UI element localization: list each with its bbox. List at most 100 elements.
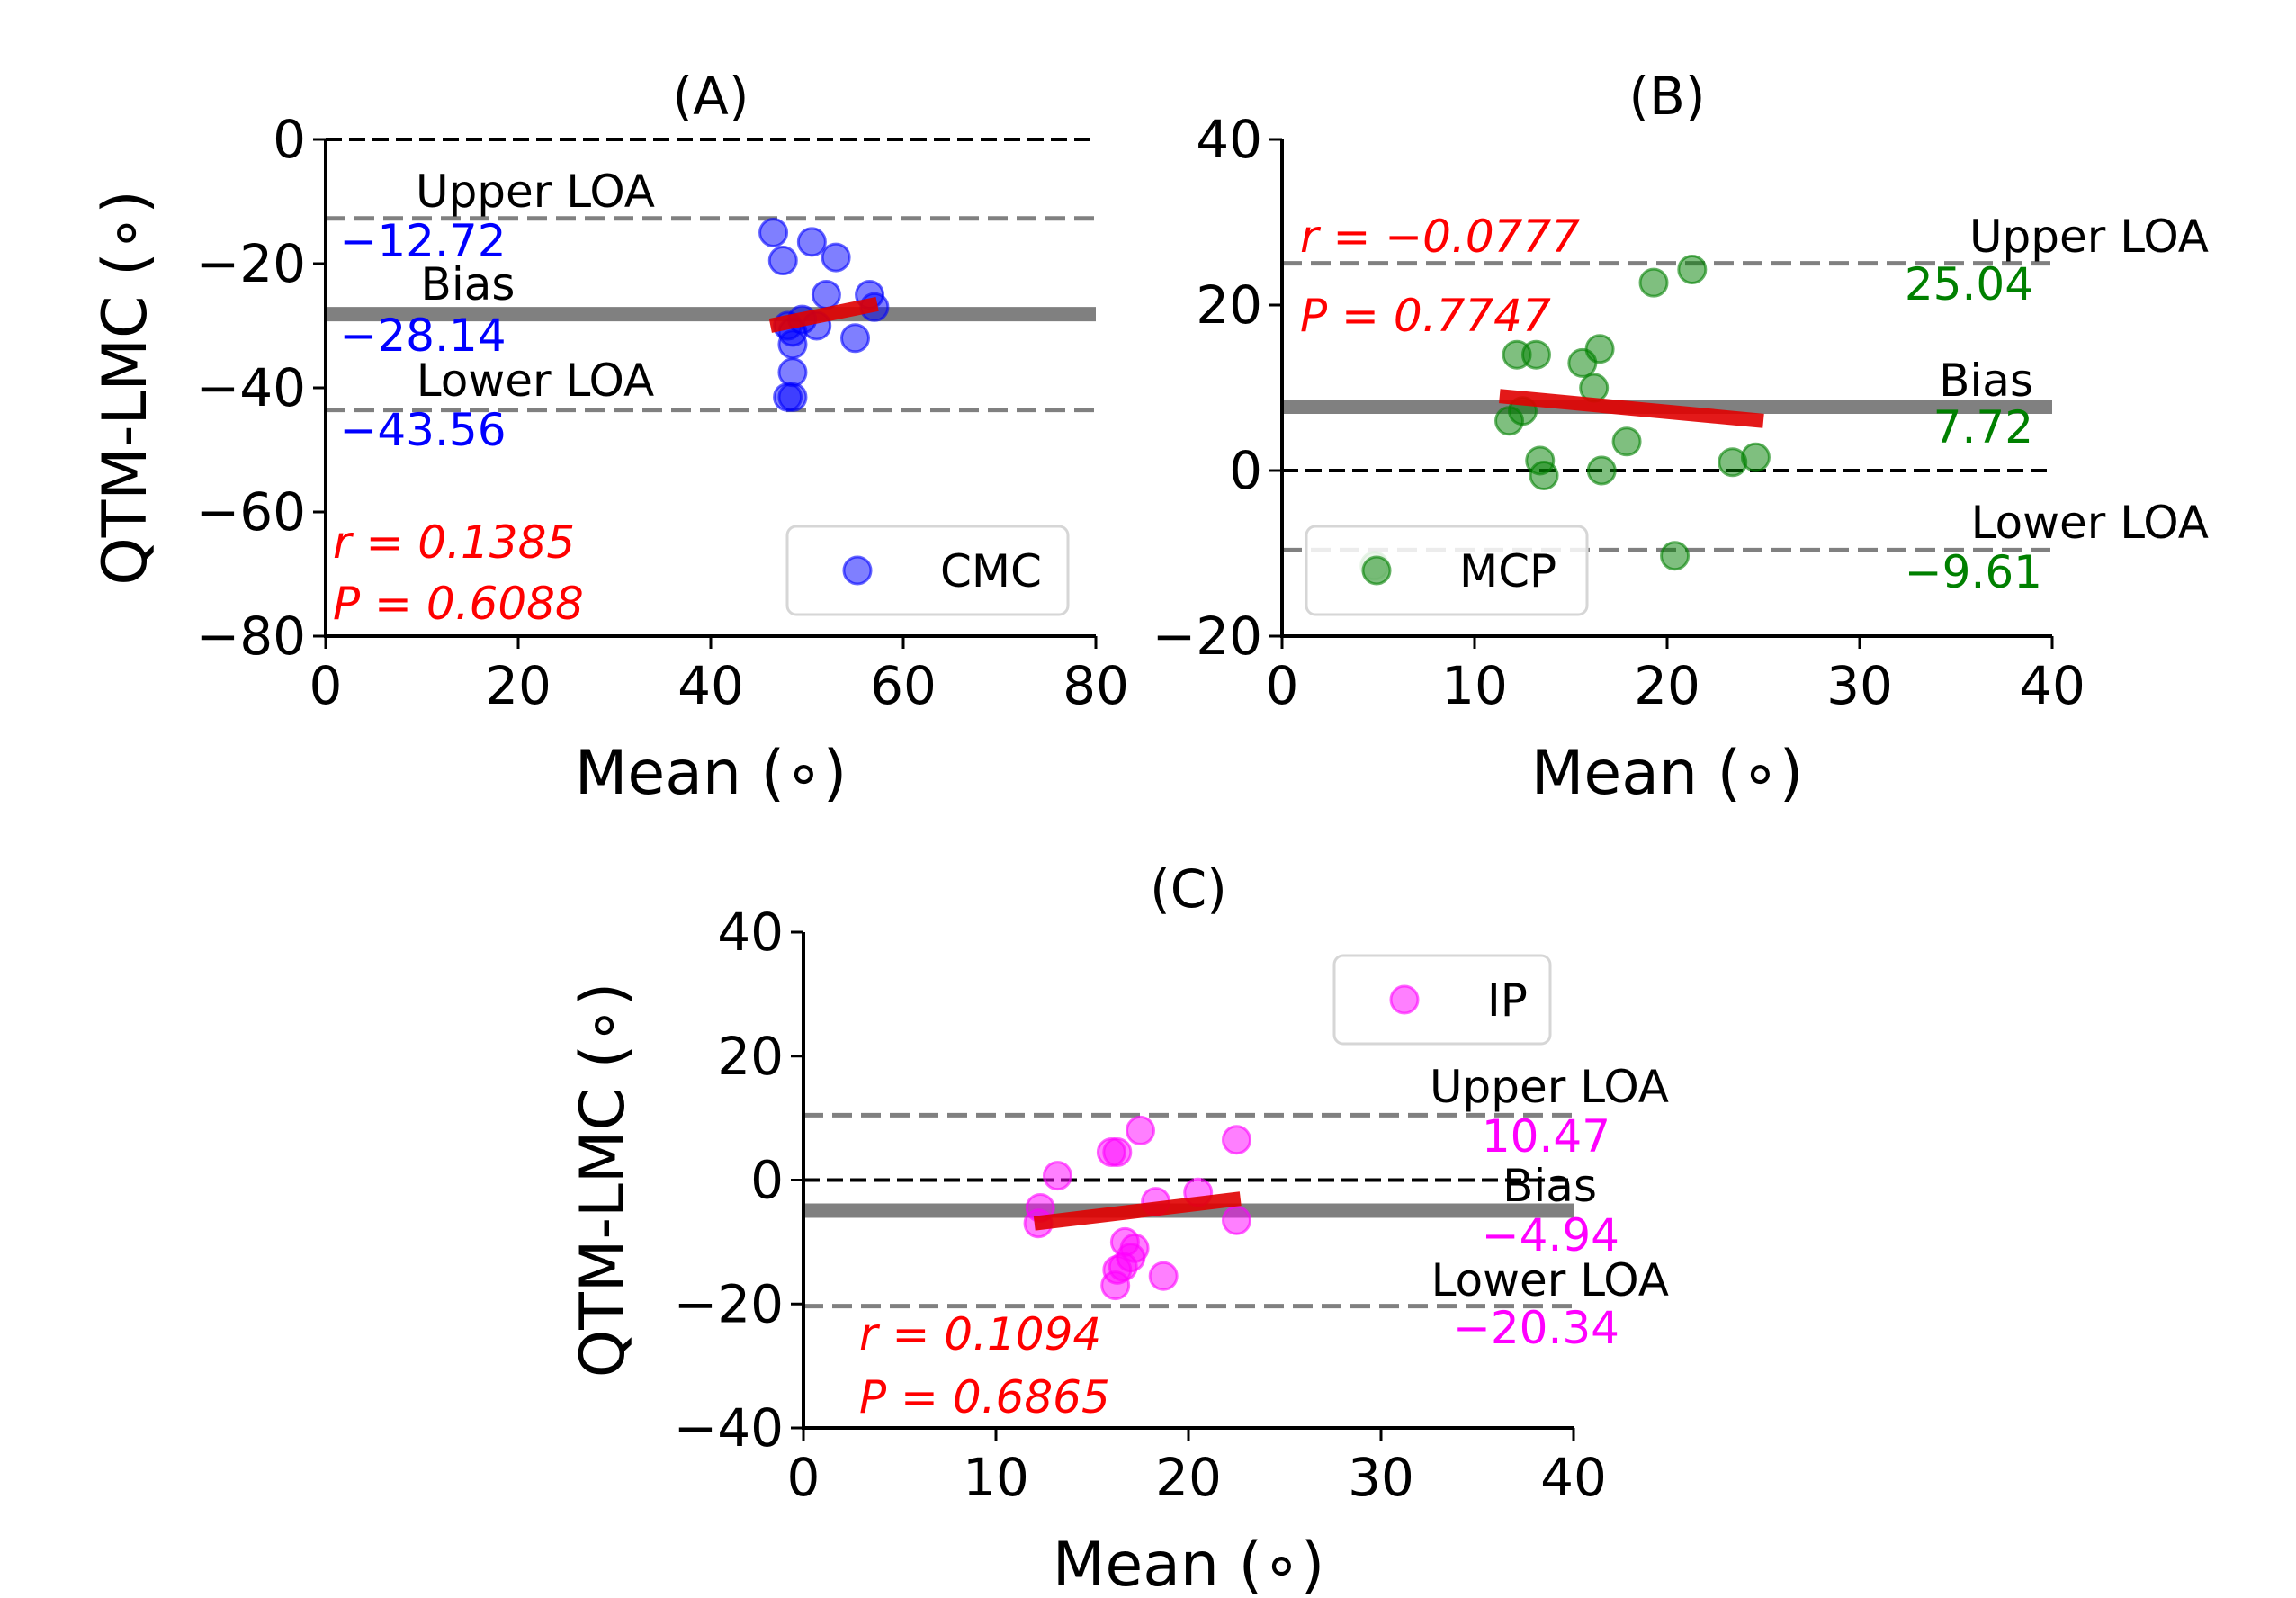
panel-c-x-tick-label: 0	[787, 1447, 821, 1508]
panel-b-point	[1638, 267, 1669, 298]
panel-c-point	[1222, 1205, 1251, 1235]
panel-a-point	[777, 357, 808, 388]
panel-b-p-stat: P = 0.7747	[1300, 290, 1551, 342]
panel-b-upper-label: Upper LOA	[1969, 211, 2209, 263]
panel-c-legend-box	[1332, 954, 1552, 1046]
panel-b-bias-label: Bias	[1939, 355, 2033, 407]
panel-c-legend-label: IP	[1487, 974, 1528, 1027]
panel-a-y-tick-label: −40	[196, 357, 306, 418]
panel-b-fit-line	[1499, 389, 1764, 428]
panel-c-fit-line	[1033, 1191, 1242, 1231]
panel-b-point	[1677, 254, 1708, 284]
panel-c-x-tick-label: 10	[963, 1447, 1029, 1508]
panel-c-r-stat: r = 0.1094	[859, 1308, 1101, 1360]
panel-a-point	[777, 329, 808, 360]
panel-c-point	[1126, 1115, 1155, 1145]
panel-c-title: (C)	[1150, 858, 1227, 920]
panel-b-y-tick-label: 40	[1196, 109, 1262, 170]
panel-c-upper-label: Upper LOA	[1430, 1061, 1669, 1113]
panel-c-legend-marker	[1389, 984, 1420, 1015]
panel-c-y-tick-label: 0	[750, 1150, 784, 1211]
panel-b-point	[1584, 334, 1615, 364]
panel-b-point	[1529, 461, 1559, 491]
panel-b-legend-marker	[1361, 555, 1392, 586]
panel-a-upper-label: Upper LOA	[416, 166, 655, 218]
panel-b-y-tick-label: 20	[1196, 274, 1262, 336]
panel-a-x-tick-label: 20	[485, 655, 552, 716]
panel-a-fit-line	[768, 297, 879, 333]
panel-a-y-tick-label: −60	[196, 481, 306, 543]
panel-b-x-tick-label: 0	[1266, 655, 1299, 716]
panel-b-x-tick-label: 40	[2019, 655, 2085, 716]
panel-a-point	[767, 246, 798, 276]
panel-b-point	[1494, 406, 1525, 436]
panel-b-y-tick-label: −20	[1152, 606, 1262, 667]
panel-c-x-tick-label: 30	[1348, 1447, 1414, 1508]
panel-c-p-stat: P = 0.6865	[859, 1371, 1110, 1423]
panel-b-x-axis-title: Mean (∘)	[1531, 738, 1804, 809]
panel-a-x-tick-label: 0	[309, 655, 343, 716]
panel-c-x-tick-label: 40	[1540, 1447, 1607, 1508]
panel-a-r-stat: r = 0.1385	[333, 516, 575, 569]
panel-c-y-tick-label: 40	[717, 902, 784, 963]
panel-b-x-tick-label: 20	[1634, 655, 1700, 716]
panel-a-bias-label: Bias	[421, 258, 516, 310]
panel-b-point	[1520, 339, 1551, 370]
panel-c-x-tick-label: 20	[1155, 1447, 1222, 1508]
panel-c-y-axis-title: QTM-LMC (∘)	[568, 983, 639, 1378]
panel-a-point	[777, 382, 808, 412]
panel-c-point	[1042, 1161, 1072, 1191]
panel-b-r-stat: r = −0.0777	[1300, 211, 1580, 263]
panel-b-title: (B)	[1628, 66, 1705, 127]
panel-c-y-tick-label: −40	[674, 1397, 784, 1459]
panel-c-point	[1222, 1125, 1251, 1155]
panel-b-bias-value: 7.72	[1933, 401, 2033, 453]
panel-b-legend-box	[1305, 525, 1589, 616]
panel-c-bias-label: Bias	[1502, 1160, 1597, 1212]
panel-b-lower-label: Lower LOA	[1971, 497, 2209, 549]
panel-a-bias-value: −28.14	[339, 310, 506, 362]
panel-b-x-tick-label: 10	[1441, 655, 1508, 716]
panel-c-point	[1100, 1270, 1131, 1301]
panel-b-lower-value: −9.61	[1905, 546, 2042, 598]
panel-a-point	[811, 280, 841, 310]
panel-a-y-tick-label: −20	[196, 233, 306, 294]
panel-c-upper-value: 10.47	[1482, 1110, 1610, 1163]
panel-c-y-tick-label: 20	[717, 1026, 784, 1087]
panel-a-y-tick-label: −80	[196, 606, 306, 667]
panel-a-lower-label: Lower LOA	[417, 355, 654, 407]
panel-b-x-tick-label: 30	[1826, 655, 1893, 716]
panel-a-y-axis-title: QTM-LMC (∘)	[90, 190, 161, 586]
panel-a-x-axis-title: Mean (∘)	[575, 738, 848, 809]
panel-b-point	[1586, 455, 1617, 486]
panel-a-y-tick-label: 0	[273, 109, 306, 170]
panel-a-legend-marker	[842, 555, 873, 586]
panel-a-point	[796, 227, 827, 257]
panel-c-point	[1102, 1137, 1133, 1168]
panel-b-upper-value: 25.04	[1905, 258, 2033, 310]
panel-b-legend-label: MCP	[1459, 545, 1556, 597]
panel-a-lower-value: −43.56	[339, 404, 506, 456]
panel-a-x-tick-label: 40	[677, 655, 744, 716]
panel-b-point	[1660, 541, 1691, 571]
panel-b-point	[1611, 426, 1642, 457]
panel-a-point	[821, 242, 851, 273]
panel-c-point	[1148, 1261, 1179, 1291]
panel-a-point	[758, 218, 789, 247]
panel-a-legend-box	[785, 525, 1070, 616]
panel-c-lower-label: Lower LOA	[1431, 1254, 1669, 1306]
panel-b-y-tick-label: 0	[1229, 440, 1262, 501]
panel-a-x-tick-label: 60	[870, 655, 937, 716]
panel-a-legend-label: CMC	[940, 545, 1042, 597]
panel-b-point	[1740, 442, 1771, 472]
panel-a-upper-value: −12.72	[339, 215, 506, 267]
panel-c-x-axis-title: Mean (∘)	[1053, 1530, 1325, 1598]
panel-a-title: (A)	[673, 66, 749, 127]
panel-a-p-stat: P = 0.6088	[333, 578, 584, 630]
panel-a-point	[840, 323, 870, 354]
panel-a-x-tick-label: 80	[1063, 655, 1129, 716]
panel-c-lower-value: −20.34	[1453, 1302, 1619, 1354]
panel-c-y-tick-label: −20	[674, 1273, 784, 1334]
panel-c-bias-value: −4.94	[1482, 1209, 1619, 1261]
